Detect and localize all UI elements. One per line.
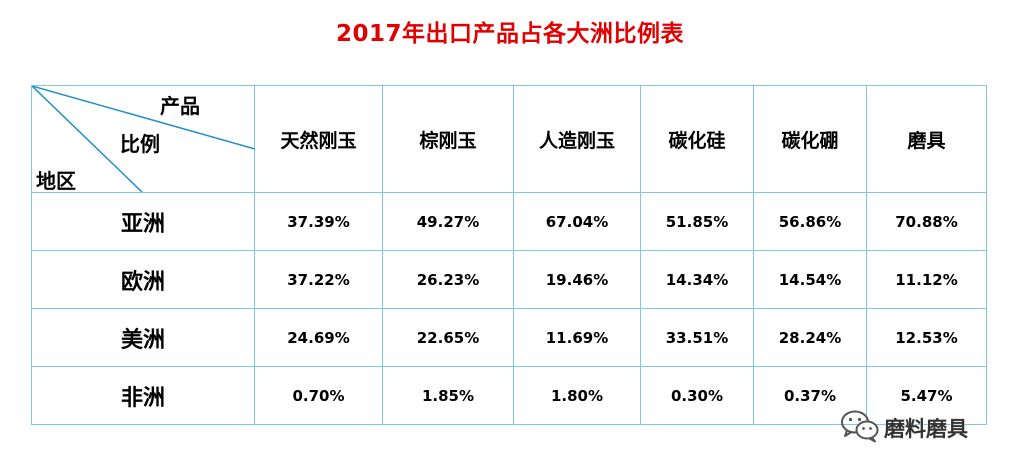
column-header-brown-corundum: 棕刚玉 <box>382 85 514 193</box>
column-header-natural-corundum: 天然刚玉 <box>254 85 383 193</box>
corner-ratio-label: 比例 <box>120 132 160 156</box>
table-cell: 28.24% <box>753 308 867 367</box>
table-cell: 12.53% <box>866 308 987 367</box>
row-header-asia: 亚洲 <box>31 192 255 251</box>
table-cell: 0.37% <box>753 366 867 425</box>
table-cell: 0.70% <box>254 366 383 425</box>
watermark-text: 磨料磨具 <box>884 417 968 441</box>
watermark: 磨料磨具 <box>840 409 968 447</box>
row-header-americas: 美洲 <box>31 308 255 367</box>
column-header-abrasive-tools: 磨具 <box>866 85 987 193</box>
table-cell: 56.86% <box>753 192 867 251</box>
table-row-americas: 美洲 24.69% 22.65% 11.69% 33.51% 28.24% 12… <box>31 308 987 367</box>
table-cell: 5.47% <box>866 366 987 425</box>
table-cell: 11.12% <box>866 250 987 309</box>
table-row-africa: 非洲 0.70% 1.85% 1.80% 0.30% 0.37% 5.47% <box>31 366 987 425</box>
table-cell: 67.04% <box>513 192 641 251</box>
table-cell: 26.23% <box>382 250 514 309</box>
table-cell: 1.80% <box>513 366 641 425</box>
diagonal-lines <box>32 86 255 192</box>
table-row-asia: 亚洲 37.39% 49.27% 67.04% 51.85% 56.86% 70… <box>31 192 987 251</box>
header-row: 产品 比例 地区 天然刚玉 棕刚玉 人造刚玉 碳化硅 碳化硼 磨具 <box>31 85 987 193</box>
table-row-europe: 欧洲 37.22% 26.23% 19.46% 14.34% 14.54% 11… <box>31 250 987 309</box>
table-cell: 22.65% <box>382 308 514 367</box>
column-header-artificial-corundum: 人造刚玉 <box>513 85 641 193</box>
table-cell: 19.46% <box>513 250 641 309</box>
row-header-europe: 欧洲 <box>31 250 255 309</box>
table-cell: 1.85% <box>382 366 514 425</box>
table-cell: 14.54% <box>753 250 867 309</box>
export-ratio-table: 产品 比例 地区 天然刚玉 棕刚玉 人造刚玉 碳化硅 碳化硼 磨具 亚洲 37.… <box>31 85 987 425</box>
table-cell: 37.22% <box>254 250 383 309</box>
diagonal-line-lower <box>32 86 143 192</box>
column-header-silicon-carbide: 碳化硅 <box>640 85 754 193</box>
table-cell: 11.69% <box>513 308 641 367</box>
table-cell: 70.88% <box>866 192 987 251</box>
table-cell: 49.27% <box>382 192 514 251</box>
table-cell: 0.30% <box>640 366 754 425</box>
row-header-africa: 非洲 <box>31 366 255 425</box>
column-header-boron-carbide: 碳化硼 <box>753 85 867 193</box>
table-cell: 24.69% <box>254 308 383 367</box>
table-cell: 37.39% <box>254 192 383 251</box>
table-cell: 33.51% <box>640 308 754 367</box>
corner-region-label: 地区 <box>36 169 76 193</box>
wechat-icon <box>840 409 880 447</box>
corner-product-label: 产品 <box>160 94 200 118</box>
page-title: 2017年出口产品占各大洲比例表 <box>335 21 684 47</box>
diagonal-line-upper <box>32 86 255 150</box>
diagonal-header-cell: 产品 比例 地区 <box>31 85 255 193</box>
table-cell: 14.34% <box>640 250 754 309</box>
table-cell: 51.85% <box>640 192 754 251</box>
